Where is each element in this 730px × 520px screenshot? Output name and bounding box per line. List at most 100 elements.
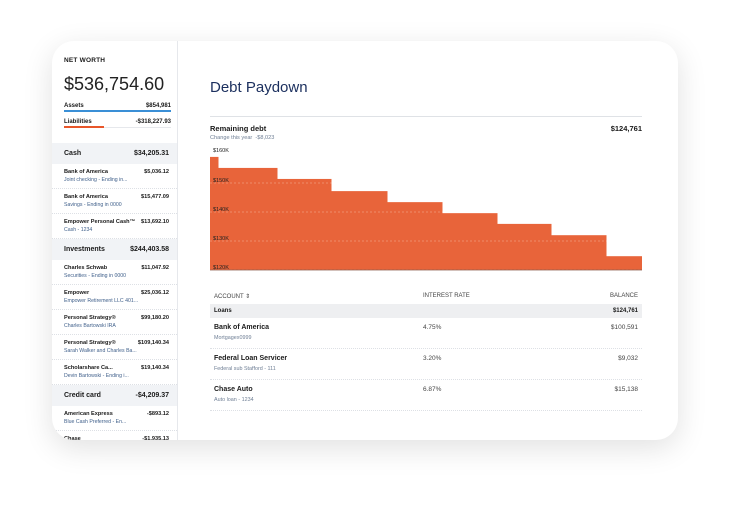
- change-value: -$8,023: [255, 135, 275, 141]
- remaining-debt-label: Remaining debt: [210, 124, 267, 133]
- account-name: Personal Strategy®: [64, 340, 116, 346]
- loan-sub: Federal sub Stafford - 111: [214, 366, 276, 372]
- loan-name: Bank of America: [214, 324, 269, 331]
- assets-label: Assets: [64, 103, 84, 109]
- loans-group-row: Loans $124,761: [210, 304, 642, 318]
- account-name: Empower: [64, 290, 90, 296]
- account-name: Empower Personal Cash™: [64, 219, 136, 225]
- section-name: Cash: [64, 150, 82, 157]
- change-label: Change this year: [210, 135, 253, 141]
- account-value: -$893.12: [146, 411, 169, 417]
- table-row[interactable]: Federal Loan Servicer Federal sub Staffor…: [210, 349, 642, 380]
- main-content: Debt Paydown Remaining debt Change this …: [178, 41, 678, 440]
- balance-column-header: BALANCE: [609, 293, 638, 299]
- sidebar: NET WORTH $536,754.60 Assets $854,981 Lia…: [52, 41, 178, 440]
- app-window: NET WORTH $536,754.60 Assets $854,981 Lia…: [52, 41, 678, 440]
- account-value: -$1,935.13: [142, 436, 169, 440]
- account-item[interactable]: Personal Strategy® Sarah Walker and Charl…: [52, 335, 177, 360]
- assets-value: $854,981: [145, 103, 171, 109]
- account-item[interactable]: Bank of America Joint checking - Ending i…: [52, 164, 177, 189]
- account-item[interactable]: Chase -$1,935.13: [52, 431, 177, 440]
- y-tick-label: $160K: [213, 148, 229, 154]
- remaining-debt-header: Remaining debt Change this year -$8,023 …: [210, 116, 642, 141]
- section-total: $244,403.58: [130, 246, 169, 253]
- account-name: American Express: [64, 411, 113, 417]
- debt-step-bar: [551, 235, 607, 270]
- account-sub: Cash - 1234: [64, 227, 93, 233]
- liabilities-label: Liabilities: [64, 119, 92, 125]
- account-item[interactable]: Empower Empower Retirement LLC 401... $25,…: [52, 285, 177, 310]
- loan-rows: Bank of America Mortgagex0999 4.75% $100,59…: [210, 318, 642, 411]
- y-tick-label: $120K: [213, 265, 229, 271]
- debt-step-bar: [497, 223, 552, 270]
- loan-name: Chase Auto: [214, 386, 253, 393]
- account-sections: Cash $34,205.31 Bank of America Joint check…: [52, 143, 177, 440]
- y-tick-label: $130K: [213, 236, 229, 242]
- assets-bar: [64, 110, 171, 112]
- net-worth-panel: NET WORTH $536,754.60 Assets $854,981 Lia…: [52, 41, 177, 143]
- remaining-debt-value: $124,761: [610, 124, 642, 133]
- account-item[interactable]: Scholarshare Ca... Devin Bartowski - Endi…: [52, 360, 177, 385]
- account-value: $99,180.20: [141, 315, 169, 321]
- debt-step-bar: [277, 178, 332, 270]
- debt-step-bar: [218, 167, 278, 270]
- section-total: -$4,209.37: [135, 392, 169, 399]
- account-sub: Savings - Ending in 0000: [64, 202, 122, 208]
- account-value: $5,036.12: [144, 169, 169, 175]
- account-item[interactable]: Charles Schwab Securities - Ending in 000…: [52, 260, 177, 285]
- y-tick-label: $150K: [213, 178, 229, 184]
- loan-balance: $15,138: [614, 386, 639, 393]
- group-name: Loans: [214, 308, 232, 314]
- section-total: $34,205.31: [133, 150, 169, 157]
- rate-column-header: INTEREST RATE: [423, 293, 470, 299]
- page-title: Debt Paydown: [210, 79, 308, 96]
- section-name: Credit card: [64, 392, 101, 399]
- loan-balance: $9,032: [618, 355, 638, 362]
- section-header[interactable]: Cash $34,205.31: [52, 143, 177, 164]
- account-value: $19,140.34: [141, 365, 169, 371]
- account-name: Bank of America: [64, 169, 108, 175]
- loan-name: Federal Loan Servicer: [214, 355, 288, 362]
- loan-sub: Auto loan - 1234: [214, 397, 254, 403]
- interest-rate: 3.20%: [423, 355, 442, 362]
- group-total: $124,761: [612, 308, 638, 314]
- account-sub: Empower Retirement LLC 401...: [64, 298, 139, 304]
- account-value: $11,047.92: [141, 265, 169, 271]
- account-sub: Sarah Walker and Charles Ba...: [64, 348, 137, 354]
- section-name: Investments: [64, 246, 105, 253]
- section-header[interactable]: Credit card -$4,209.37: [52, 385, 177, 406]
- account-item[interactable]: Bank of America Savings - Ending in 0000 $…: [52, 189, 177, 214]
- account-value: $13,692.10: [141, 219, 169, 225]
- liabilities-row[interactable]: Liabilities -$318,227.93: [64, 119, 171, 128]
- account-item[interactable]: Personal Strategy® Charles Bartowski IRA $…: [52, 310, 177, 335]
- change-this-year: Change this year -$8,023: [210, 135, 274, 141]
- account-name: Scholarshare Ca...: [64, 365, 113, 371]
- account-item[interactable]: Empower Personal Cash™ Cash - 1234 $13,692…: [52, 214, 177, 239]
- account-name: Personal Strategy®: [64, 315, 116, 321]
- debt-step-bar: [210, 156, 219, 270]
- debt-chart: $160K $150K $140K $130K $120K: [210, 148, 642, 271]
- account-name: Chase: [64, 436, 81, 440]
- liabilities-value: -$318,227.93: [135, 119, 171, 125]
- liabilities-bar: [64, 126, 104, 128]
- table-row[interactable]: Chase Auto Auto loan - 1234 6.87% $15,138: [210, 380, 642, 411]
- account-sub: Joint checking - Ending in...: [64, 177, 128, 183]
- table-row[interactable]: Bank of America Mortgagex0999 4.75% $100,59…: [210, 318, 642, 349]
- y-tick-label: $140K: [213, 207, 229, 213]
- account-sub: Charles Bartowski IRA: [64, 323, 116, 329]
- debt-step-bar: [442, 213, 498, 270]
- account-value: $109,140.34: [137, 340, 169, 346]
- account-item[interactable]: American Express Blue Cash Preferred - En…: [52, 406, 177, 431]
- debt-step-bar: [606, 256, 642, 270]
- debt-step-bar: [331, 191, 388, 270]
- interest-rate: 4.75%: [423, 324, 442, 331]
- account-column-header[interactable]: ACCOUNT ⇕: [214, 294, 251, 300]
- account-value: $25,036.12: [141, 290, 169, 296]
- net-worth-label: NET WORTH: [64, 57, 106, 64]
- section-header[interactable]: Investments $244,403.58: [52, 239, 177, 260]
- account-name: Charles Schwab: [64, 265, 108, 271]
- loan-sub: Mortgagex0999: [214, 335, 252, 341]
- assets-row[interactable]: Assets $854,981: [64, 103, 171, 112]
- interest-rate: 6.87%: [423, 386, 442, 393]
- net-worth-value: $536,754.60: [64, 74, 165, 94]
